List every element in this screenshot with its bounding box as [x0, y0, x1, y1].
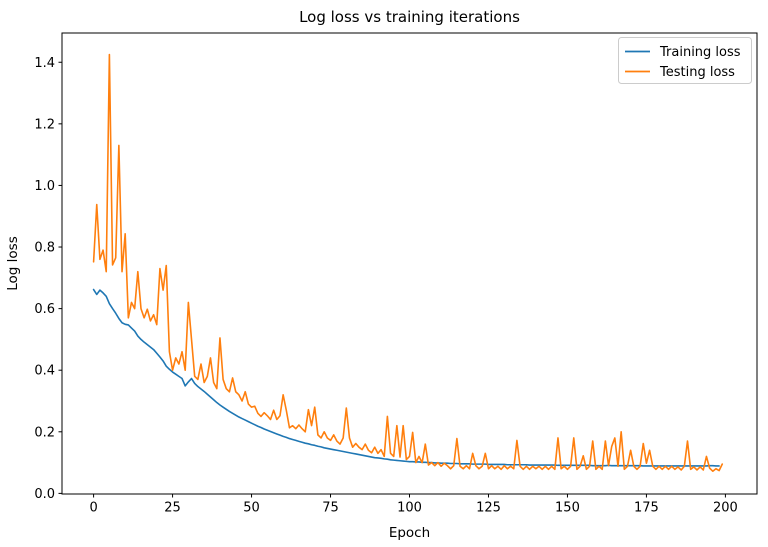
x-tick-label: 50 — [243, 501, 260, 516]
axes-frame — [61, 32, 758, 495]
x-axis-label: Epoch — [389, 525, 430, 541]
y-tick-label: 0.0 — [34, 487, 55, 502]
testing-loss-line — [92, 53, 724, 473]
x-tick-label: 175 — [634, 501, 659, 516]
legend-box — [618, 37, 752, 84]
legend-label-testing: Testing loss — [659, 65, 735, 80]
y-tick-label: 0.2 — [34, 425, 55, 440]
legend: Training loss Testing loss — [618, 37, 752, 84]
y-tick-label: 0.4 — [34, 364, 55, 379]
x-tick-label: 100 — [397, 501, 422, 516]
y-axis-ticks: 0.0 0.2 0.4 0.6 0.8 1.0 1.2 1.4 — [34, 56, 62, 502]
x-tick-label: 150 — [555, 501, 580, 516]
x-axis-ticks: 0 25 50 75 100 125 150 175 200 — [89, 494, 738, 516]
chart-title: Log loss vs training iterations — [299, 8, 520, 26]
x-tick-label: 125 — [476, 501, 501, 516]
training-loss-line — [92, 288, 720, 467]
x-tick-label: 0 — [89, 501, 97, 516]
x-tick-label: 25 — [164, 501, 181, 516]
y-tick-label: 1.4 — [34, 56, 55, 71]
legend-label-training: Training loss — [659, 45, 741, 60]
y-tick-label: 1.2 — [34, 117, 55, 132]
x-tick-label: 200 — [713, 501, 738, 516]
y-tick-label: 1.0 — [34, 179, 55, 194]
plot-area — [62, 33, 757, 494]
y-tick-label: 0.8 — [34, 241, 55, 256]
y-axis-label: Log loss — [5, 236, 21, 290]
x-tick-label: 75 — [322, 501, 339, 516]
y-tick-label: 0.6 — [34, 302, 55, 317]
series-lines — [92, 53, 724, 473]
